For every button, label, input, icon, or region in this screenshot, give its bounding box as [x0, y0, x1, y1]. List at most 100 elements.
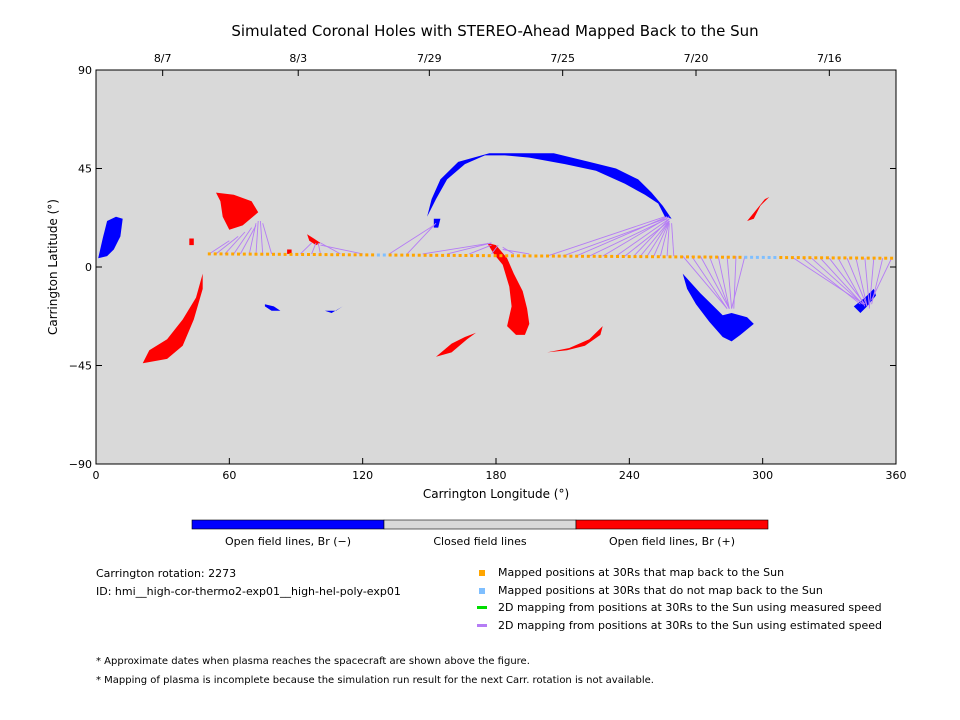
position-mapped	[674, 255, 678, 259]
mapping-line-estimated-44	[731, 255, 746, 309]
position-mapped	[312, 253, 316, 256]
legend-label-mapped: Mapped positions at 30Rs that map back t…	[498, 566, 785, 579]
position-mapped	[592, 254, 596, 258]
mapping-line-estimated-28	[615, 218, 670, 257]
mapping-line-estimated-13	[320, 242, 341, 255]
position-mapped	[726, 255, 730, 259]
x-axis-label: Carrington Longitude (°)	[423, 487, 569, 501]
position-mapped	[318, 253, 322, 257]
top-date-label: 7/29	[417, 52, 442, 65]
mapping-line-estimated-36	[671, 223, 675, 257]
colorbar-label-closed: Closed field lines	[433, 535, 527, 548]
position-mapped	[231, 252, 235, 256]
position-mapped	[814, 256, 818, 260]
legend-label-measured: 2D mapping from positions at 30Rs to the…	[498, 601, 882, 614]
mapping-line-estimated-18	[446, 242, 492, 255]
position-mapped	[266, 252, 270, 256]
plot-area	[95, 69, 897, 465]
position-mapped	[417, 253, 421, 257]
position-mapped	[470, 254, 474, 258]
y-tick-label: 45	[78, 163, 92, 176]
mapping-line-estimated-40	[708, 255, 730, 309]
mapping-line-estimated-41	[717, 256, 730, 309]
position-mapped	[307, 253, 310, 256]
mapping-line-estimated-27	[602, 216, 670, 257]
position-mapped	[563, 254, 567, 258]
y-tick-label: 90	[78, 64, 92, 77]
position-mapped	[347, 253, 351, 257]
x-tick-label: 120	[352, 469, 373, 482]
position-mapped	[435, 253, 439, 257]
footnote-incomplete: * Mapping of plasma is incomplete becaus…	[96, 675, 654, 686]
top-date-label: 7/20	[684, 52, 709, 65]
mapping-line-estimated-30	[633, 218, 670, 257]
legend-label-estimated: 2D mapping from positions at 30Rs to the…	[498, 619, 883, 632]
mapping-line-estimated-31	[640, 220, 670, 257]
x-tick-label: 60	[222, 469, 236, 482]
position-mapped	[365, 253, 369, 257]
position-mapped	[721, 255, 724, 259]
coronal-hole-negative-14	[433, 218, 441, 228]
position-mapped	[604, 254, 608, 258]
coronal-hole-positive-7	[436, 332, 476, 357]
mapping-line-estimated-11	[311, 242, 317, 255]
position-mapped	[505, 254, 509, 258]
position-mapped	[878, 256, 882, 260]
position-mapped	[785, 256, 789, 260]
y-axis-label: Carrington Latitude (°)	[46, 199, 60, 335]
mapped-positions	[207, 252, 894, 260]
position-mapped	[575, 254, 579, 258]
position-mapped	[493, 254, 497, 258]
position-mapped	[569, 254, 573, 258]
mapping-line-estimated-34	[659, 220, 670, 257]
y-tick-label: 0	[85, 261, 92, 274]
coronal-holes	[98, 153, 876, 364]
mapping-line-estimated-9	[262, 223, 273, 255]
position-mapped	[423, 253, 427, 257]
position-mapped	[324, 253, 328, 257]
position-mapped	[779, 256, 783, 259]
mapping-lines	[209, 216, 893, 309]
position-mapped	[458, 254, 462, 257]
position-mapped	[697, 255, 701, 259]
coronal-hole-negative-12	[324, 306, 343, 313]
colorbar-closed	[383, 519, 577, 530]
position-mapped	[540, 254, 544, 258]
position-mapped	[341, 253, 345, 257]
mapping-line-estimated-46	[802, 257, 861, 305]
footnote-dates: * Approximate dates when plasma reaches …	[96, 656, 530, 667]
position-not-mapped	[376, 253, 380, 257]
position-mapped	[872, 256, 876, 260]
mapping-line-estimated-35	[666, 223, 670, 257]
coronal-hole-negative-5	[682, 273, 754, 342]
carrington-rotation: Carrington rotation: 2273	[96, 567, 237, 580]
position-mapped	[260, 252, 264, 256]
position-mapped	[884, 256, 888, 260]
position-mapped	[621, 255, 625, 258]
chart-title: Simulated Coronal Holes with STEREO-Ahea…	[231, 22, 758, 40]
position-mapped	[429, 253, 433, 257]
mapping-line-estimated-8	[259, 220, 264, 254]
mapping-line-estimated-5	[240, 225, 257, 255]
position-not-mapped	[382, 253, 386, 257]
x-tick-label: 360	[886, 469, 907, 482]
position-mapped	[411, 253, 415, 257]
position-mapped	[481, 254, 485, 258]
coronal-hole-positive-6	[487, 242, 530, 335]
position-mapped	[511, 254, 514, 258]
colorbar-positive	[575, 519, 769, 530]
mapping-line-estimated-32	[646, 220, 670, 257]
run-id: ID: hmi__high-cor-thermo2-exp01__high-he…	[96, 585, 401, 598]
position-mapped	[738, 255, 742, 259]
position-mapped	[581, 254, 584, 258]
legend-line-measured	[477, 606, 487, 609]
mapping-line-estimated-19	[469, 244, 492, 255]
mapping-line-estimated-17	[422, 242, 492, 255]
position-mapped	[680, 255, 684, 259]
position-mapped	[855, 256, 859, 260]
position-mapped	[709, 255, 713, 259]
position-mapped	[359, 253, 363, 257]
mapping-line-estimated-14	[320, 244, 363, 255]
position-mapped	[586, 254, 590, 258]
